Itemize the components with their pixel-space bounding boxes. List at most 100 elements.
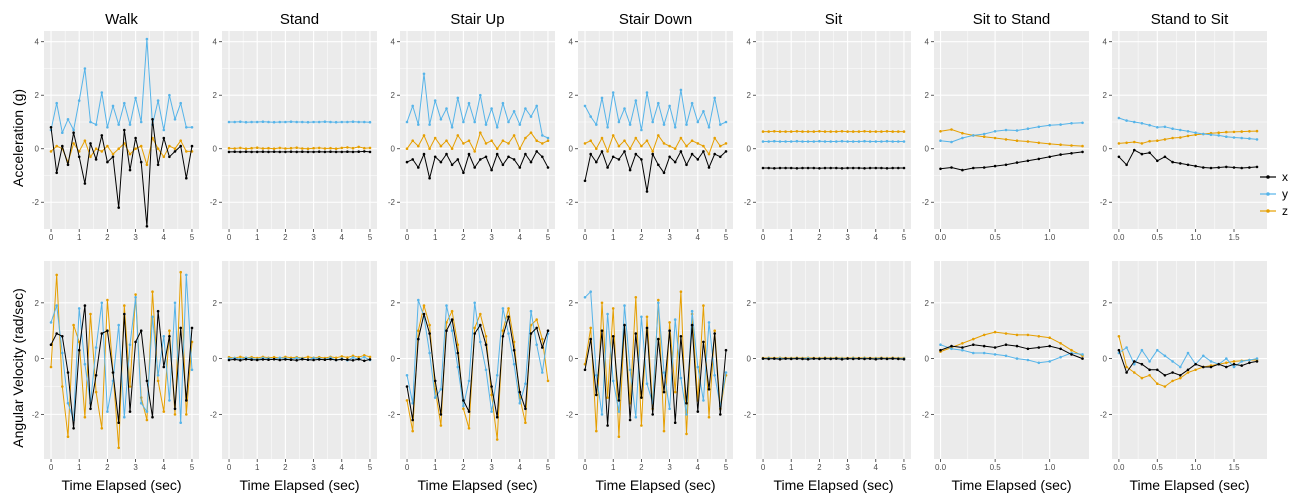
data-point-y [595,123,598,126]
data-point-y [1248,137,1251,140]
x-tick-label: 5 [902,233,907,242]
data-point-x [651,153,654,156]
data-point-y [106,410,109,413]
data-point-z [1194,369,1197,372]
data-point-x [541,156,544,159]
data-point-y [440,388,443,391]
data-point-x [719,413,722,416]
data-point-x [680,335,683,338]
data-point-z [1225,131,1228,134]
data-point-z [640,424,643,427]
data-point-z [835,130,838,133]
x-tick-label: 4 [162,463,167,472]
y-tick-label: 4 [925,38,930,47]
data-point-y [939,343,942,346]
data-point-x [589,153,592,156]
data-point-y [983,133,986,136]
data-point-z [663,142,666,145]
data-point-y [858,140,861,143]
data-point-x [168,335,171,338]
data-point-y [496,126,499,129]
data-point-x [801,358,804,361]
data-point-z [589,139,592,142]
y-tick-label: 2 [569,299,574,308]
data-point-y [663,371,666,374]
data-point-x [646,327,649,330]
data-point-x [324,358,327,361]
x-tick-label: 1 [611,463,616,472]
data-point-y [1225,135,1228,138]
data-point-x [691,324,694,327]
panel-title-walk: Walk [105,11,138,28]
data-point-x [858,167,861,170]
x-tick-label: 1.0 [1190,233,1202,242]
x-tick-label: 5 [724,233,729,242]
x-tick-label: 1 [77,233,82,242]
data-point-z [807,130,810,133]
x-tick-label: 1 [77,463,82,472]
data-point-z [1141,377,1144,380]
data-point-y [972,134,975,137]
data-point-y [801,140,804,143]
data-point-y [250,121,253,124]
data-point-z [1171,380,1174,383]
data-point-z [1233,360,1236,363]
data-point-y [1210,360,1213,363]
data-point-z [1081,145,1084,148]
data-point-y [725,121,728,124]
data-point-z [530,131,533,134]
data-point-z [485,142,488,145]
x-tick-label: 4 [340,233,345,242]
data-point-x [1048,156,1051,159]
data-point-x [67,164,70,167]
data-point-y [1141,349,1144,352]
data-point-y [78,307,81,310]
data-point-x [547,166,550,169]
data-point-z [1016,139,1019,142]
data-point-x [829,358,832,361]
y-tick-label: 0 [35,355,40,364]
data-point-y [612,91,615,94]
data-point-z [95,391,98,394]
data-point-z [897,130,900,133]
data-point-z [117,147,120,150]
data-point-x [1070,353,1073,356]
data-point-z [369,356,372,359]
data-point-z [341,147,344,150]
data-point-y [312,121,315,124]
data-point-z [434,137,437,140]
data-point-x [535,327,538,330]
data-point-y [61,131,64,134]
data-point-z [428,147,431,150]
data-point-x [779,358,782,361]
data-point-y [157,374,160,377]
data-point-z [411,430,414,433]
data-point-z [329,147,332,150]
data-point-x [245,150,248,153]
data-point-y [490,107,493,110]
data-point-z [106,145,109,148]
data-point-y [618,410,621,413]
data-point-z [502,139,505,142]
data-point-x [595,161,598,164]
data-point-y [1141,122,1144,125]
data-point-y [1048,124,1051,127]
data-point-z [1133,371,1136,374]
data-point-z [228,147,231,150]
data-point-y [352,356,355,359]
data-point-x [697,158,700,161]
data-point-x [972,167,975,170]
data-point-x [595,394,598,397]
data-point-y [1118,117,1121,120]
data-point-x [1038,346,1041,349]
data-point-z [1125,142,1128,145]
data-point-y [411,105,414,108]
data-point-z [796,130,799,133]
data-point-x [606,166,609,169]
data-point-x [468,410,471,413]
x-tick-label: 5 [368,463,373,472]
data-point-y [513,363,516,366]
data-point-x [357,150,360,153]
data-point-z [185,150,188,153]
data-point-x [406,385,409,388]
